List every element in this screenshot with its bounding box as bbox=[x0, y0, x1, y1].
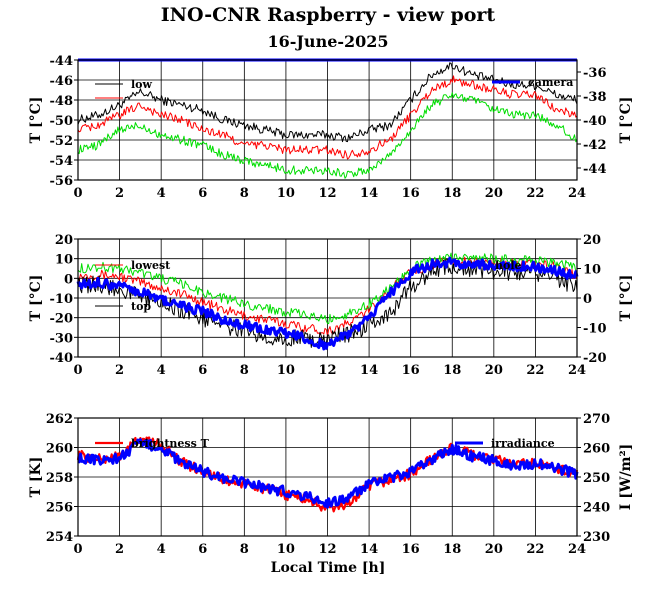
y2-tick-label: 20 bbox=[583, 233, 601, 248]
x-tick-label: 16 bbox=[402, 542, 420, 557]
x-tick-label: 20 bbox=[485, 363, 503, 378]
x-axis-label: Local Time [h] bbox=[271, 560, 386, 576]
y-tick-label: 10 bbox=[55, 253, 73, 268]
y-tick-label: 258 bbox=[46, 471, 73, 486]
x-tick-label: 2 bbox=[115, 542, 124, 557]
x-tick-label: 6 bbox=[198, 363, 207, 378]
y-axis-label: T [°C] bbox=[28, 275, 44, 322]
y-tick-label: 0 bbox=[64, 272, 73, 287]
y-tick-label: -56 bbox=[50, 174, 74, 189]
y-tick-label: -10 bbox=[50, 292, 74, 307]
x-tick-label: 18 bbox=[443, 186, 461, 201]
y2-axis-label: T [°C] bbox=[618, 97, 634, 144]
y2-tick-label: -42 bbox=[583, 138, 607, 153]
x-tick-label: 2 bbox=[115, 186, 124, 201]
x-tick-label: 12 bbox=[318, 186, 336, 201]
x-tick-label: 24 bbox=[568, 363, 586, 378]
x-tick-label: 4 bbox=[157, 186, 166, 201]
x-tick-label: 18 bbox=[443, 542, 461, 557]
series-line-series-2 bbox=[77, 75, 578, 160]
x-tick-label: 2 bbox=[115, 363, 124, 378]
legend-label: lowest bbox=[131, 259, 171, 272]
y2-tick-label: -38 bbox=[583, 90, 607, 105]
x-tick-label: 20 bbox=[485, 542, 503, 557]
y-tick-label: -52 bbox=[50, 134, 74, 149]
legend-label: low bbox=[131, 78, 153, 91]
legend-label: top bbox=[131, 300, 151, 313]
y2-axis-label: T [°C] bbox=[618, 275, 634, 322]
x-tick-label: 12 bbox=[318, 542, 336, 557]
y2-tick-label: -44 bbox=[583, 162, 607, 177]
y2-tick-label: 240 bbox=[583, 501, 610, 516]
x-tick-label: 14 bbox=[360, 186, 378, 201]
x-tick-label: 4 bbox=[157, 363, 166, 378]
chart-title: INO-CNR Raspberry - view port bbox=[161, 4, 496, 26]
x-tick-label: 0 bbox=[73, 363, 82, 378]
y-tick-label: 262 bbox=[46, 412, 73, 427]
y-tick-label: -54 bbox=[50, 154, 74, 169]
y2-tick-label: -10 bbox=[583, 322, 607, 337]
y-tick-label: 260 bbox=[46, 442, 73, 457]
y-tick-label: -50 bbox=[50, 114, 74, 129]
y2-tick-label: 270 bbox=[583, 412, 610, 427]
x-tick-label: 20 bbox=[485, 186, 503, 201]
y-tick-label: 256 bbox=[46, 501, 73, 516]
x-tick-label: 18 bbox=[443, 363, 461, 378]
y2-tick-label: -20 bbox=[583, 351, 607, 366]
y2-tick-label: 250 bbox=[583, 471, 610, 486]
y2-tick-label: 230 bbox=[583, 530, 610, 545]
y2-tick-label: -36 bbox=[583, 66, 607, 81]
y-tick-label: 254 bbox=[46, 530, 73, 545]
x-tick-label: 24 bbox=[568, 186, 586, 201]
legend-label: irradiance bbox=[491, 437, 555, 450]
legend-label: hole bbox=[495, 259, 522, 272]
y-axis-label: T [°C] bbox=[28, 97, 44, 144]
y-tick-label: -40 bbox=[50, 351, 74, 366]
y2-axis-label: I [W/m²] bbox=[618, 444, 634, 510]
y2-tick-label: -40 bbox=[583, 114, 607, 129]
x-tick-label: 8 bbox=[240, 363, 249, 378]
y-tick-label: -30 bbox=[50, 331, 74, 346]
x-tick-label: 14 bbox=[360, 542, 378, 557]
x-tick-label: 10 bbox=[277, 186, 295, 201]
x-tick-label: 4 bbox=[157, 542, 166, 557]
legend-label: brightness T bbox=[131, 437, 210, 450]
series-line-irradiance bbox=[77, 438, 579, 509]
series-line-hole bbox=[76, 256, 579, 351]
y-tick-label: -44 bbox=[50, 54, 74, 69]
y2-tick-label: 260 bbox=[583, 442, 610, 457]
y-tick-label: 20 bbox=[55, 233, 73, 248]
x-tick-label: 12 bbox=[318, 363, 336, 378]
y-axis-label: T [K] bbox=[28, 457, 44, 498]
x-tick-label: 6 bbox=[198, 186, 207, 201]
x-tick-label: 8 bbox=[240, 542, 249, 557]
x-tick-label: 16 bbox=[402, 363, 420, 378]
y2-tick-label: 10 bbox=[583, 263, 601, 278]
y-tick-label: -20 bbox=[50, 312, 74, 327]
x-tick-label: 22 bbox=[526, 186, 544, 201]
y-tick-label: -48 bbox=[50, 94, 74, 109]
x-tick-label: 16 bbox=[402, 186, 420, 201]
chart-subtitle: 16-June-2025 bbox=[267, 32, 388, 51]
x-tick-label: 14 bbox=[360, 363, 378, 378]
x-tick-label: 24 bbox=[568, 542, 586, 557]
x-tick-label: 0 bbox=[73, 186, 82, 201]
x-tick-label: 8 bbox=[240, 186, 249, 201]
y2-tick-label: 0 bbox=[583, 292, 592, 307]
series-line-series-3 bbox=[77, 92, 578, 179]
y-tick-label: -46 bbox=[50, 74, 74, 89]
x-tick-label: 6 bbox=[198, 542, 207, 557]
x-tick-label: 10 bbox=[277, 363, 295, 378]
x-tick-label: 10 bbox=[277, 542, 295, 557]
series-line-series-2 bbox=[77, 252, 578, 325]
legend-label: camera bbox=[528, 76, 573, 89]
x-tick-label: 0 bbox=[73, 542, 82, 557]
x-tick-label: 22 bbox=[526, 363, 544, 378]
x-tick-label: 22 bbox=[526, 542, 544, 557]
